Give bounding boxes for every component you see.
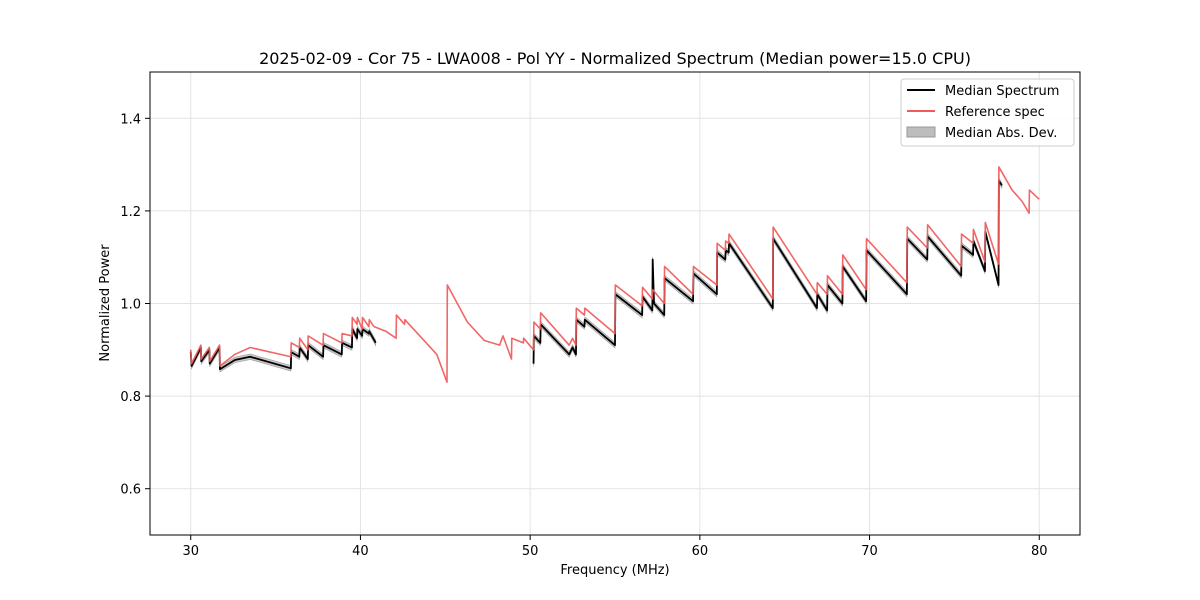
- chart-title: 2025-02-09 - Cor 75 - LWA008 - Pol YY - …: [259, 49, 971, 68]
- y-tick-label: 0.6: [120, 483, 141, 498]
- legend-box: [900, 78, 1075, 147]
- legend: Median Spectrum Reference spec Median Ab…: [900, 78, 1075, 147]
- y-tick-label: 0.8: [120, 390, 141, 405]
- reference-spec-line: [189, 166, 1040, 384]
- x-axis-label: Frequency (MHz): [560, 563, 669, 578]
- y-axis-label: Normalized Power: [98, 244, 113, 362]
- legend-swatch-mad: [906, 126, 936, 138]
- y-tick-label: 1.4: [120, 112, 141, 127]
- x-tick-label: 40: [352, 544, 369, 559]
- legend-label-mad: Median Abs. Dev.: [945, 126, 1057, 141]
- y-tick-label: 1.2: [120, 205, 141, 220]
- x-tick-label: 70: [861, 544, 878, 559]
- median-spectrum-line: [532, 179, 1003, 364]
- x-tick-label: 80: [1031, 544, 1048, 559]
- x-tick-label: 60: [692, 544, 709, 559]
- reference-spec-layer: [189, 166, 1040, 384]
- legend-label-median: Median Spectrum: [945, 84, 1059, 99]
- x-tick-label: 50: [522, 544, 539, 559]
- x-tick-label: 30: [182, 544, 199, 559]
- axis-ticks: 30 40 50 60 70 80 0.6 0.8 1.0 1.2 1.4: [120, 112, 1047, 559]
- mad-band: [190, 325, 377, 373]
- legend-label-reference: Reference spec: [945, 105, 1045, 120]
- y-tick-label: 1.0: [120, 298, 141, 313]
